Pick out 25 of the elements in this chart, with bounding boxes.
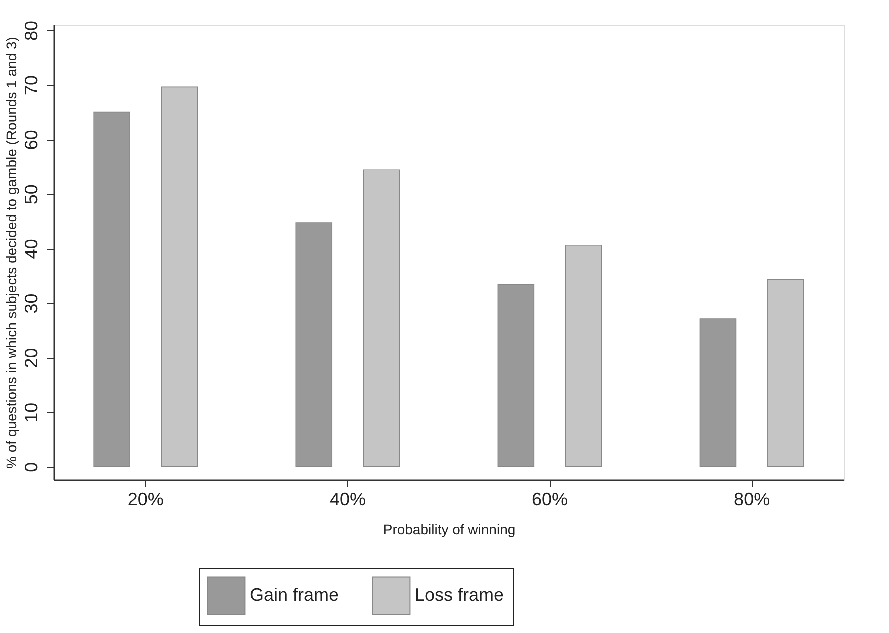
bar — [700, 318, 737, 468]
y-tick-label: 20 — [22, 348, 42, 368]
legend-label: Gain frame — [250, 584, 340, 605]
bar — [565, 245, 602, 468]
x-tick-label: 80% — [734, 490, 770, 510]
y-axis-title: % of questions in which subjects decided to gamble (Rounds 1 and 3) — [4, 37, 20, 469]
y-tick-label: 40 — [22, 239, 42, 260]
bar — [94, 112, 130, 468]
y-tick-label: 0 — [22, 462, 42, 472]
y-tick-label: 50 — [22, 184, 42, 205]
bar — [161, 86, 198, 468]
y-tick-label: 60 — [22, 130, 42, 150]
x-axis-title: Probability of winning — [383, 522, 516, 538]
bar — [296, 222, 333, 468]
x-tick-label: 20% — [128, 490, 164, 510]
bar — [498, 284, 535, 468]
bar — [363, 170, 400, 468]
y-tick-label: 70 — [22, 75, 42, 96]
y-tick-label: 80 — [22, 20, 42, 41]
x-tick-label: 60% — [532, 490, 568, 510]
bar — [768, 279, 804, 468]
y-tick-label: 30 — [22, 294, 42, 314]
legend-label: Loss frame — [415, 584, 504, 605]
x-tick-label: 40% — [330, 490, 366, 510]
y-tick-label: 10 — [22, 402, 42, 423]
